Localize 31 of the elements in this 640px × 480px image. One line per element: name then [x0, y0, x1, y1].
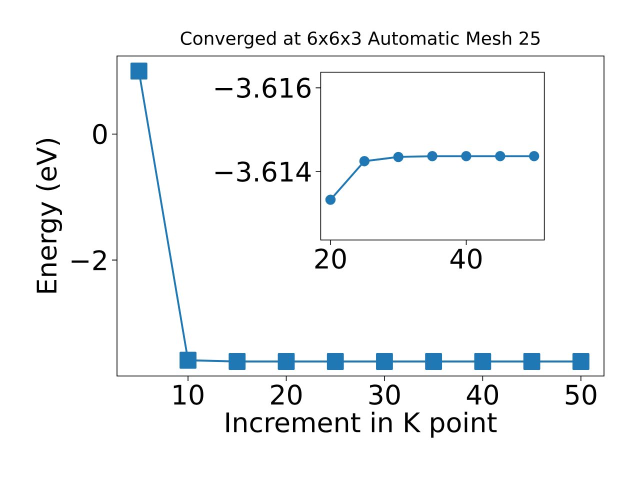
- point: [461, 150, 472, 162]
- point: [359, 156, 370, 166]
- point: [130, 62, 148, 80]
- y-tick-label: −3.616: [215, 78, 310, 98]
- point: [376, 353, 393, 370]
- chart-title: Converged at 6x6x3 Automatic Mesh 25: [180, 31, 540, 48]
- y-axis-title: Energy (eV): [36, 138, 62, 293]
- point: [427, 150, 438, 162]
- point: [278, 353, 295, 370]
- y-tick-label: −3.614: [215, 161, 311, 182]
- point: [474, 353, 492, 370]
- x-tick-label: 50: [566, 384, 596, 405]
- point: [393, 152, 404, 162]
- x-tick-label: 30: [369, 384, 400, 405]
- point: [523, 353, 540, 370]
- point: [572, 353, 590, 370]
- y-tick-label: 0: [93, 124, 107, 144]
- point: [425, 353, 442, 370]
- point: [528, 150, 540, 162]
- x-tick-label: 10: [174, 384, 204, 405]
- point: [325, 194, 336, 205]
- x-tick-label: 20: [271, 384, 302, 405]
- x-tick-label: 40: [450, 248, 482, 269]
- point: [326, 353, 344, 370]
- point: [495, 150, 506, 162]
- y-tick-label: −2: [72, 250, 106, 270]
- x-tick-label: 40: [466, 384, 498, 405]
- point: [228, 353, 246, 370]
- point: [180, 352, 196, 369]
- x-axis-title: Increment in K point: [226, 412, 497, 438]
- x-tick-label: 20: [315, 248, 346, 269]
